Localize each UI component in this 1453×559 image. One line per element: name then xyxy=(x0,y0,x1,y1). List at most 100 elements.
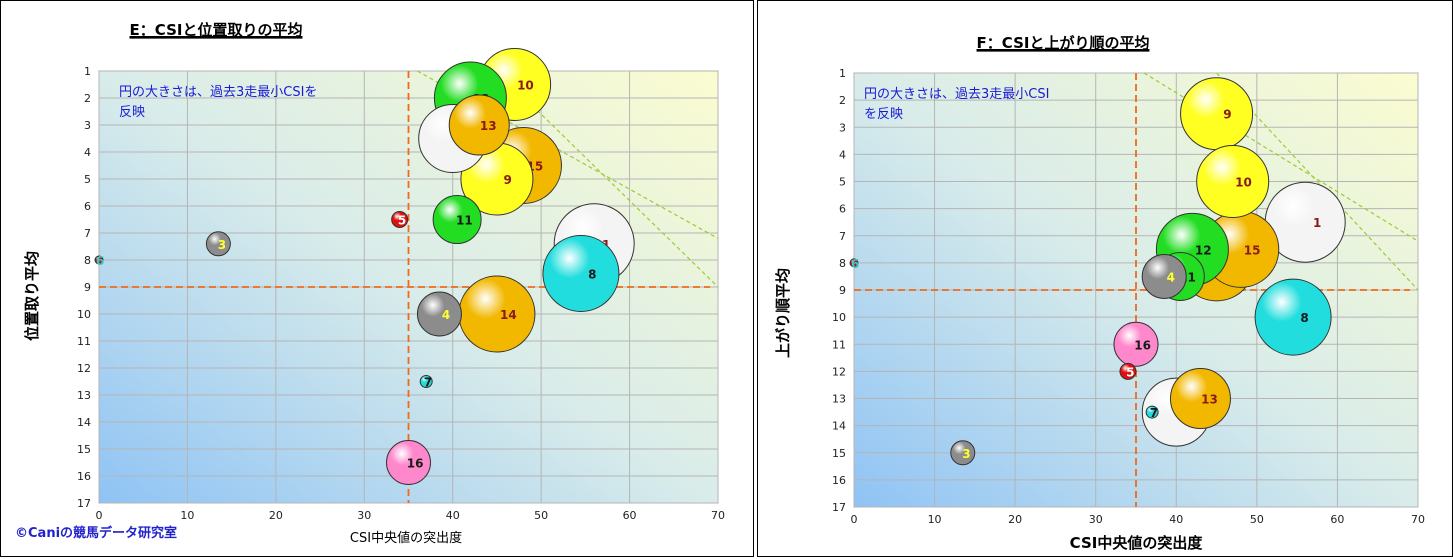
y-tick-label: 9 xyxy=(839,284,846,297)
bubble-label: 15 xyxy=(1244,243,1261,257)
bubble-14: 14 xyxy=(458,275,536,353)
bubble-label: 7 xyxy=(1150,406,1158,420)
y-tick-label: 4 xyxy=(839,148,846,161)
y-tick-label: 2 xyxy=(84,92,91,105)
bubble-label: 6 xyxy=(96,254,104,268)
y-tick-label: 11 xyxy=(77,335,91,348)
bubble-label: 5 xyxy=(398,214,406,228)
bubble-16: 16 xyxy=(1113,321,1159,367)
y-tick-label: 8 xyxy=(839,257,846,270)
y-tick-label: 1 xyxy=(84,65,91,78)
bubble-4: 4 xyxy=(1141,253,1187,299)
y-tick-label: 13 xyxy=(832,393,846,406)
bubble-circle xyxy=(1169,368,1231,429)
bubble-circle xyxy=(432,195,482,244)
bubble-label: 9 xyxy=(1223,108,1231,122)
bubble-circle xyxy=(1196,145,1270,218)
bubble-3: 3 xyxy=(205,231,231,257)
bubble-label: 11 xyxy=(456,214,473,228)
bubble-circle xyxy=(94,255,104,265)
size-note: を反映 xyxy=(864,107,903,122)
bubble-circle xyxy=(1119,362,1137,380)
y-tick-label: 13 xyxy=(77,389,91,402)
y-axis-label: 位置取り平均 xyxy=(23,251,41,341)
size-note: 反映 xyxy=(119,105,145,120)
bubble-circle xyxy=(849,258,859,268)
bubble-label: 12 xyxy=(1195,243,1212,257)
bubble-label: 13 xyxy=(480,119,497,133)
bubble-5: 5 xyxy=(391,211,409,228)
y-tick-label: 12 xyxy=(832,365,846,378)
chart-f-svg: 0 10 20 30 40 50 60 701234567891011121314151617… xyxy=(774,34,1425,552)
bubble-label: 9 xyxy=(504,173,512,187)
bubble-9: 9 xyxy=(1180,77,1254,151)
bubble-label: 16 xyxy=(407,457,424,471)
bubble-circle xyxy=(1145,405,1159,419)
chart-panel-f: 0 10 20 30 40 50 60 70 1 2 3 4 5 6 7 8 9 10 11 12 13 14 15 16 17… xyxy=(757,0,1453,557)
bubble-circle xyxy=(1113,321,1159,367)
bubble-label: 4 xyxy=(442,308,450,322)
chart-title: F：CSIと上がり順の平均 xyxy=(977,34,1150,52)
bubble-label: 13 xyxy=(1201,393,1218,407)
y-tick-label: 10 xyxy=(832,311,846,324)
y-axis-label: 上がり順平均 xyxy=(774,268,792,358)
y-tick-label: 12 xyxy=(77,362,91,375)
bubble-16: 16 xyxy=(386,440,431,485)
bubble-circle xyxy=(458,275,536,353)
y-tick-label: 7 xyxy=(84,227,91,240)
x-tick-label: 10 xyxy=(928,513,942,526)
x-axis-label: CSI中央値の突出度 xyxy=(350,530,462,546)
x-tick-label: 70 xyxy=(711,509,725,522)
bubble-10: 10 xyxy=(1196,145,1270,218)
y-tick-label: 3 xyxy=(839,121,846,134)
bubble-circle xyxy=(1180,77,1254,151)
bubble-circle xyxy=(1141,253,1187,299)
bubble-label: 6 xyxy=(851,257,859,271)
x-axis-label: CSI中央値の突出度 xyxy=(1070,534,1204,552)
bubble-label: 16 xyxy=(1134,338,1151,352)
x-tick-label: 60 xyxy=(623,509,637,522)
bubble-circle xyxy=(205,231,231,257)
bubble-4: 4 xyxy=(416,291,462,337)
x-tick-label: 70 xyxy=(1411,513,1425,526)
chart-title: E：CSIと位置取りの平均 xyxy=(130,21,303,39)
copyright-text: ©Caniの競馬データ研究室 xyxy=(15,525,177,541)
y-tick-label: 9 xyxy=(84,281,91,294)
size-note: 円の大きさは、過去3走最小CSI xyxy=(864,87,1049,102)
bubble-7: 7 xyxy=(1145,405,1159,420)
y-tick-label: 4 xyxy=(84,146,91,159)
x-tick-label: 0 xyxy=(851,513,858,526)
chart-panel-e: 0 10 20 30 40 50 60 70 1 2 3 4 5 6 7 8 9 10 11 12 13 14 15 16 17… xyxy=(0,0,754,557)
y-tick-label: 7 xyxy=(839,230,846,243)
x-tick-label: 50 xyxy=(534,509,548,522)
y-tick-label: 14 xyxy=(832,420,846,433)
bubble-label: 14 xyxy=(500,308,517,322)
y-tick-label: 2 xyxy=(839,94,846,107)
x-tick-label: 30 xyxy=(357,509,371,522)
chart-e-svg: 0 10 20 30 40 50 60 701234567891011121314151617… xyxy=(15,21,725,546)
bubble-11: 11 xyxy=(432,195,482,244)
bubble-label: 8 xyxy=(588,268,596,282)
bubble-label: 4 xyxy=(1167,270,1175,284)
bubble-8: 8 xyxy=(542,235,620,312)
bubble-circle xyxy=(391,211,409,228)
y-tick-label: 15 xyxy=(832,447,846,460)
y-tick-label: 3 xyxy=(84,119,91,132)
y-tick-label: 10 xyxy=(77,308,91,321)
y-tick-label: 6 xyxy=(839,203,846,216)
x-tick-label: 40 xyxy=(1169,513,1183,526)
bubble-label: 3 xyxy=(962,447,970,461)
bubble-label: 1 xyxy=(1313,216,1321,230)
bubble-circle xyxy=(1254,278,1332,356)
x-tick-label: 20 xyxy=(1008,513,1022,526)
bubble-7: 7 xyxy=(419,375,433,390)
bubble-label: 10 xyxy=(517,79,534,93)
bubbles: 18141591012213114163576 xyxy=(94,48,635,485)
y-tick-label: 16 xyxy=(77,470,91,483)
bubble-label: 3 xyxy=(218,238,226,252)
y-tick-label: 17 xyxy=(77,497,91,510)
x-tick-label: 10 xyxy=(180,509,194,522)
y-tick-label: 5 xyxy=(84,173,91,186)
y-tick-label: 15 xyxy=(77,443,91,456)
bubble-circle xyxy=(386,440,431,485)
